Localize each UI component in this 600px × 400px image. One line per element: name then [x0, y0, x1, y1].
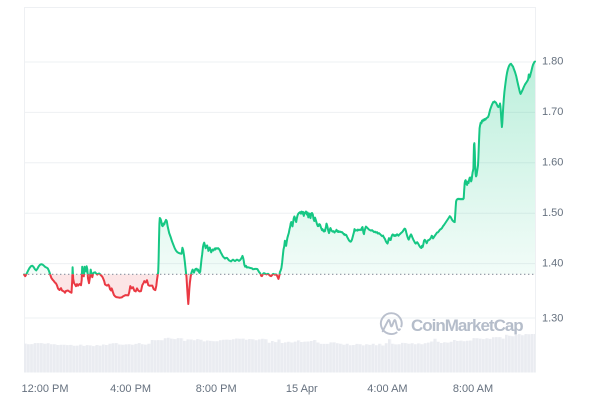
svg-text:1.30: 1.30 [542, 312, 563, 324]
svg-text:1.50: 1.50 [542, 207, 563, 219]
svg-text:1.70: 1.70 [542, 106, 563, 118]
svg-text:1.60: 1.60 [542, 156, 563, 168]
svg-text:8:00 AM: 8:00 AM [453, 383, 493, 395]
svg-text:4:00 AM: 4:00 AM [367, 383, 407, 395]
svg-text:15 Apr: 15 Apr [286, 383, 318, 395]
svg-text:CoinMarketCap: CoinMarketCap [411, 316, 523, 335]
svg-text:1.40: 1.40 [542, 257, 563, 269]
svg-text:8:00 PM: 8:00 PM [196, 383, 237, 395]
svg-text:1.80: 1.80 [542, 55, 563, 67]
svg-text:4:00 PM: 4:00 PM [110, 383, 151, 395]
svg-text:12:00 PM: 12:00 PM [21, 383, 68, 395]
